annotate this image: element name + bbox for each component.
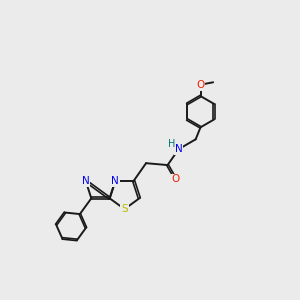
Text: N: N <box>82 176 89 186</box>
Text: N: N <box>112 176 119 186</box>
Text: H: H <box>168 139 175 149</box>
Text: O: O <box>172 174 180 184</box>
Text: O: O <box>196 80 205 90</box>
Text: S: S <box>121 204 128 214</box>
Text: N: N <box>175 144 183 154</box>
